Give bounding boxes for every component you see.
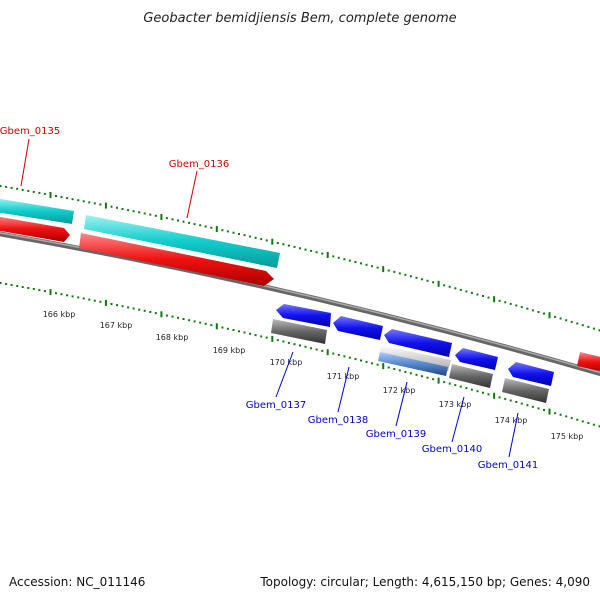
genome-backbone bbox=[0, 231, 600, 377]
scale-label: 173 kbp bbox=[439, 400, 472, 409]
forward-cds-arrow bbox=[79, 233, 274, 286]
gene-label[interactable]: Gbem_0141 bbox=[478, 460, 538, 471]
reverse-gene-bar bbox=[502, 378, 549, 403]
reverse-cds-arrow bbox=[455, 348, 498, 370]
reverse-gene-bar bbox=[271, 319, 327, 344]
trna-bar bbox=[378, 352, 448, 376]
reverse-gene-bar bbox=[449, 364, 493, 388]
scale-label: 167 kbp bbox=[100, 321, 133, 330]
reverse-cds-arrow bbox=[508, 362, 554, 386]
scale-label: 172 kbp bbox=[383, 386, 416, 395]
gene-label[interactable]: Gbem_0140 bbox=[422, 444, 482, 455]
gene-label[interactable]: Gbem_0139 bbox=[366, 429, 426, 440]
gene-label-leader bbox=[20, 138, 30, 187]
gene-label-leader bbox=[451, 396, 465, 443]
forward-gene-bar bbox=[84, 215, 280, 268]
gene-label-leader bbox=[395, 381, 408, 427]
gene-label[interactable]: Gbem_0137 bbox=[246, 400, 306, 411]
reverse-cds-arrow bbox=[384, 329, 452, 357]
scale-label: 174 kbp bbox=[495, 416, 528, 425]
gene-label-leader bbox=[275, 351, 294, 398]
gene-label[interactable]: Gbem_0135 bbox=[0, 126, 60, 137]
genome-summary-text: Topology: circular; Length: 4,615,150 bp… bbox=[259, 575, 590, 589]
scale-labels: 166 kbp 167 kbp 168 kbp 169 kbp 170 kbp … bbox=[43, 310, 584, 441]
gene-label[interactable]: Gbem_0136 bbox=[169, 159, 229, 170]
gene-label-leader bbox=[508, 412, 519, 458]
forward-gene-bar bbox=[0, 198, 74, 224]
reverse-gene-labels: Gbem_0137 Gbem_0138 Gbem_0139 Gbem_0140 … bbox=[246, 351, 538, 471]
forward-cds-arrow bbox=[577, 352, 600, 371]
reverse-gene-track bbox=[271, 304, 554, 403]
scale-label: 166 kbp bbox=[43, 310, 76, 319]
scale-label: 168 kbp bbox=[156, 333, 189, 342]
scale-label: 171 kbp bbox=[327, 372, 360, 381]
reverse-cds-arrow bbox=[333, 316, 383, 340]
scale-label: 170 kbp bbox=[270, 358, 303, 367]
map-title: Geobacter bemidjiensis Bem, complete gen… bbox=[143, 11, 456, 26]
scale-label: 175 kbp bbox=[551, 432, 584, 441]
forward-tick-track bbox=[0, 185, 600, 332]
forward-cds-arrow bbox=[0, 216, 70, 242]
reverse-tick-track bbox=[0, 282, 600, 428]
gene-label-leader bbox=[337, 366, 350, 413]
scale-label: 169 kbp bbox=[213, 346, 246, 355]
forward-gene-track bbox=[0, 198, 600, 371]
reverse-cds-arrow bbox=[276, 304, 331, 327]
gene-label-leader bbox=[186, 170, 198, 219]
forward-gene-labels: Gbem_0135 Gbem_0136 bbox=[0, 126, 229, 219]
gene-label[interactable]: Gbem_0138 bbox=[308, 415, 368, 426]
accession-text: Accession: NC_011146 bbox=[9, 575, 145, 589]
